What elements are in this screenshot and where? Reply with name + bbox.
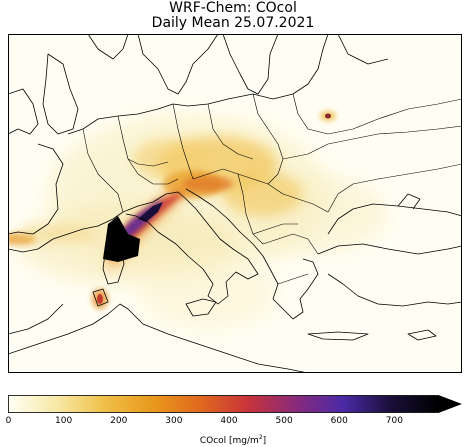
map-title: WRF-Chem: COcol — [169, 0, 297, 16]
colorbar-label: COcol [mg/m2] — [199, 434, 267, 446]
colorbar-tick-label: 300 — [165, 416, 183, 426]
map-subtitle: Daily Mean 25.07.2021 — [151, 15, 315, 31]
colorbar-tick-label: 400 — [220, 416, 238, 426]
colorbar: 0 100 200 300 400 500 600 700 — [5, 395, 462, 435]
colorbar-tick-label: 500 — [275, 416, 293, 426]
colorbar-tick-label: 200 — [110, 416, 128, 426]
concentration-field — [8, 111, 388, 329]
colorbar-tick-label: 700 — [385, 416, 403, 426]
colorbar-extend-arrow — [438, 395, 462, 413]
map-panel — [8, 34, 462, 373]
colorbar-bar — [8, 395, 462, 413]
colorbar-tick-label: 600 — [330, 416, 348, 426]
map-border — [8, 34, 462, 373]
colorbar-tick-label: 0 — [5, 416, 12, 426]
coastlines-and-borders — [8, 34, 462, 373]
colorbar-tick-label: 100 — [55, 416, 73, 426]
